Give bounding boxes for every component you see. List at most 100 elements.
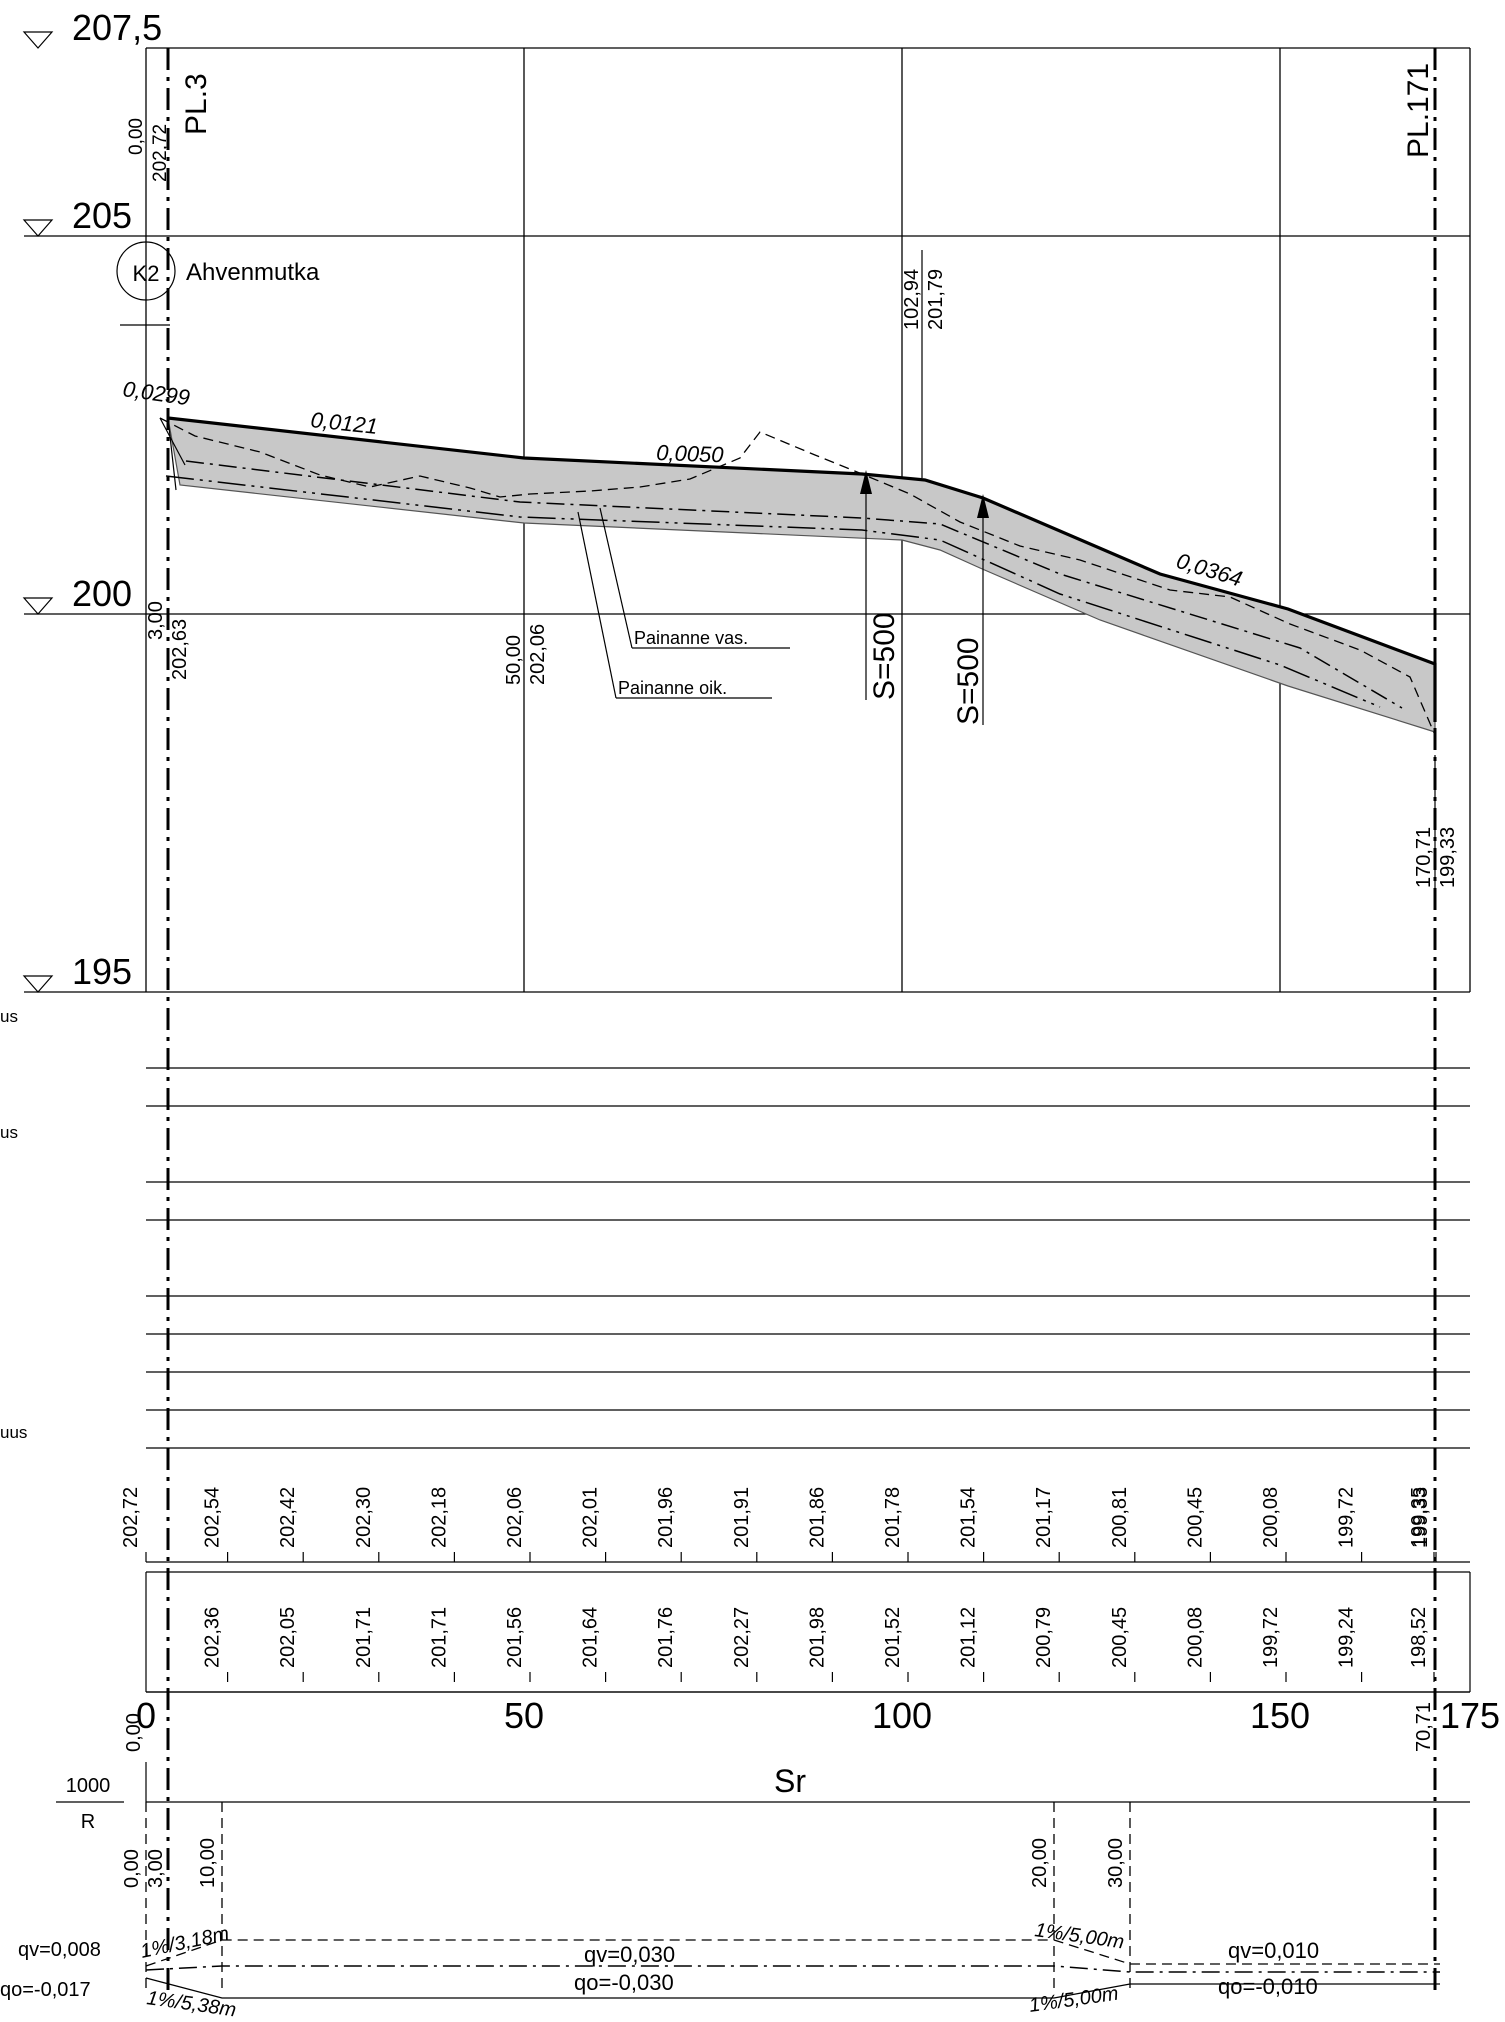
- ground-elev-10: 201,12: [958, 1607, 980, 1668]
- junction-marker: K2 Ahvenmutka: [116, 241, 320, 326]
- profile-point-chain-2: 50,00: [503, 635, 525, 685]
- ground-elev-6: 201,76: [655, 1607, 677, 1668]
- curve-marker-2: S=500: [952, 494, 989, 725]
- design-elevation-row: 202,72 202,54 202,42 202,30 202,18 202,06 202,…: [120, 1487, 1437, 1562]
- ground-elev-14: 199,72: [1260, 1607, 1282, 1668]
- profile-point-elev-2: 202,06: [527, 624, 549, 685]
- design-elev-3: 202,30: [353, 1487, 375, 1548]
- ground-elev-7: 202,27: [731, 1607, 753, 1668]
- design-elev-6: 202,01: [580, 1487, 602, 1548]
- level-label: 200: [72, 573, 132, 614]
- ground-elev-16: 198,52: [1408, 1607, 1430, 1668]
- level-triangle-icon: [22, 219, 54, 237]
- arrow-up-icon: [860, 470, 872, 494]
- design-elev-7: 201,96: [655, 1487, 677, 1548]
- design-elev-2: 202,42: [277, 1487, 299, 1548]
- qo-label-2: qo=-0,030: [574, 1970, 674, 1995]
- axis-label-100: 100: [872, 1695, 932, 1736]
- slope-label-2: 1%/5,38m: [145, 1987, 237, 2021]
- ground-elev-12: 200,45: [1109, 1607, 1131, 1668]
- station-chain-start: 0,00: [126, 118, 147, 155]
- ditch-right-line: [165, 475, 1381, 708]
- crossfall-chain-10: 10,00: [197, 1838, 219, 1888]
- ground-elev-15: 199,24: [1336, 1607, 1358, 1668]
- profile-point-chain-1: 3,00: [145, 601, 167, 640]
- design-elev-9: 201,86: [806, 1487, 828, 1548]
- design-elev-16: 199,72: [1336, 1487, 1358, 1548]
- ground-elev-0: 202,36: [202, 1607, 224, 1668]
- ditch-label-left-text: Painanne vas.: [634, 628, 748, 648]
- profile-point-elev-3: 201,79: [925, 269, 947, 330]
- qv-label-3: qv=0,010: [1228, 1938, 1319, 1963]
- ditch-label-right-text: Painanne oik.: [618, 678, 727, 698]
- chainage-marker-start: 0,00: [123, 1713, 145, 1752]
- profile-point-elev-1: 202,63: [169, 619, 191, 680]
- crossfall-chain-0: 0,00: [121, 1849, 143, 1888]
- axis-label-50: 50: [504, 1695, 544, 1736]
- ground-elevation-row: 202,36 202,05 201,71 201,71 201,56 201,64 201,…: [202, 1607, 1435, 1682]
- ground-elev-3: 201,71: [428, 1607, 450, 1668]
- profile-point-chain-3: 102,94: [901, 269, 923, 330]
- level-label: 195: [72, 951, 132, 992]
- junction-name: Ahvenmutka: [186, 259, 320, 286]
- crossfall-chain-3: 3,00: [145, 1849, 167, 1888]
- grade-label-1: 0,0299: [121, 376, 191, 410]
- qo-label-1: qo=-0,017: [0, 1979, 91, 2001]
- ground-elev-11: 200,79: [1033, 1607, 1055, 1668]
- crossfall-chain-30: 30,00: [1105, 1838, 1127, 1888]
- slope-label-1: 1%/3,18m: [138, 1923, 231, 1963]
- design-elev-14: 200,45: [1184, 1487, 1206, 1548]
- ground-elev-2: 201,71: [353, 1607, 375, 1668]
- road-structure-fill: [167, 417, 1436, 733]
- design-elev-17: 199,35: [1408, 1487, 1430, 1548]
- junction-id: K2: [133, 261, 160, 286]
- chainage-marker-end: 70,71: [1413, 1702, 1435, 1752]
- design-elev-10: 201,78: [882, 1487, 904, 1548]
- qo-label-3: qo=-0,010: [1218, 1974, 1318, 1999]
- design-elev-15: 200,08: [1260, 1487, 1282, 1548]
- ground-elev-13: 200,08: [1184, 1607, 1206, 1668]
- curve-marker-1: S=500: [860, 470, 901, 700]
- design-elev-18: 199,33: [1410, 1487, 1432, 1548]
- design-elev-1: 202,54: [202, 1487, 224, 1548]
- qv-label-2: qv=0,030: [584, 1942, 675, 1967]
- existing-ground-line: [159, 417, 1436, 736]
- chainage-axis: 0 50 100 150 175 0,00 70,71: [123, 1691, 1500, 1752]
- station-chain-end: 170,71: [1413, 827, 1435, 888]
- ditch-label-left: Painanne vas.: [599, 507, 790, 649]
- level-marker-195: 195: [22, 951, 146, 993]
- grade-label-3: 0,0050: [656, 440, 725, 467]
- level-label: 205: [72, 195, 132, 236]
- ground-elev-5: 201,64: [580, 1607, 602, 1668]
- design-elev-5: 202,06: [504, 1487, 526, 1548]
- design-elev-8: 201,91: [731, 1487, 753, 1548]
- design-elev-13: 200,81: [1109, 1487, 1131, 1548]
- ratio-top: 1000: [66, 1775, 111, 1797]
- axis-label-0: 0: [136, 1695, 156, 1736]
- level-triangle-icon: [22, 31, 54, 49]
- row-label-2: us: [0, 1123, 18, 1142]
- horizontal-alignment-row: 1000 R Sr: [56, 1762, 1470, 1833]
- level-label: 207,5: [72, 7, 162, 48]
- design-elev-11: 201,54: [958, 1487, 980, 1548]
- level-triangle-icon: [22, 975, 54, 993]
- axis-label-175: 175: [1440, 1695, 1500, 1736]
- station-elev-start: 202,72: [150, 124, 171, 182]
- ground-elev-1: 202,05: [277, 1607, 299, 1668]
- ditch-left-line: [185, 460, 1403, 709]
- ground-elev-8: 201,98: [806, 1607, 828, 1668]
- ditch-label-right: Painanne oik.: [577, 511, 772, 699]
- row-label-3: uus: [0, 1423, 27, 1442]
- axis-label-150: 150: [1250, 1695, 1310, 1736]
- design-elev-4: 202,18: [428, 1487, 450, 1548]
- alignment-element: Sr: [774, 1763, 806, 1799]
- curve-label-2: S=500: [952, 637, 985, 725]
- level-marker-200: 200: [22, 573, 146, 615]
- slope-label-4: 1%/5,00m: [1028, 1983, 1120, 2017]
- ground-elev-4: 201,56: [504, 1607, 526, 1668]
- curve-label-1: S=500: [868, 612, 901, 700]
- slope-label-3: 1%/5,00m: [1033, 1919, 1125, 1953]
- crossfall-row: 0,00 3,00 10,00 20,00 30,00 qv=0,008 qv=…: [0, 1802, 1440, 2021]
- station-label-start: PL.3: [180, 73, 213, 135]
